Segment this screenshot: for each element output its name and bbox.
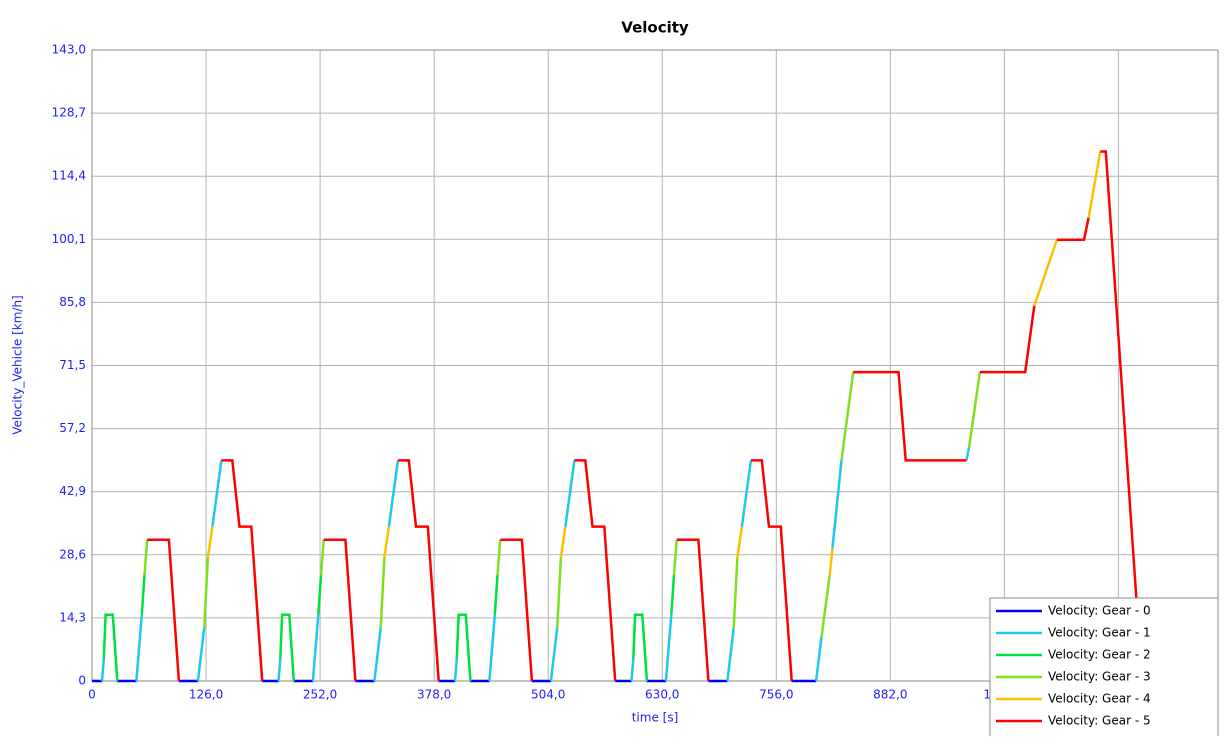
- legend-label: Velocity: Gear - 3: [1048, 670, 1151, 684]
- y-tick-label: 14,3: [59, 610, 86, 624]
- y-tick-label: 143,0: [52, 43, 86, 57]
- series-line: [147, 150, 1144, 682]
- series-line: [100, 446, 971, 682]
- y-tick-label: 57,2: [59, 421, 86, 435]
- chart-title: Velocity: [621, 19, 689, 37]
- series-line: [206, 151, 1102, 576]
- legend-label: Velocity: Gear - 1: [1048, 626, 1151, 640]
- x-tick-label: 504,0: [531, 688, 565, 702]
- y-tick-label: 100,1: [52, 232, 86, 246]
- legend-label: Velocity: Gear - 5: [1048, 714, 1151, 728]
- y-tick-label: 114,4: [52, 169, 86, 183]
- x-tick-label: 126,0: [189, 688, 223, 702]
- y-tick-label: 85,8: [59, 295, 86, 309]
- x-tick-label: 378,0: [417, 688, 451, 702]
- y-tick-label: 128,7: [52, 106, 86, 120]
- x-tick-label: 756,0: [759, 688, 793, 702]
- y-axis-label: Velocity_Vehicle [km/h]: [11, 295, 25, 434]
- x-tick-label: 630,0: [645, 688, 679, 702]
- legend-label: Velocity: Gear - 4: [1048, 692, 1151, 706]
- series-line: [102, 575, 676, 682]
- x-axis-label: time [s]: [632, 711, 679, 725]
- y-tick-label: 0: [78, 674, 86, 688]
- legend-label: Velocity: Gear - 2: [1048, 648, 1151, 662]
- y-tick-label: 42,9: [59, 484, 86, 498]
- x-tick-label: 252,0: [303, 688, 337, 702]
- series-line: [143, 371, 982, 638]
- legend-box: [989, 597, 1219, 739]
- y-tick-label: 28,6: [59, 547, 86, 561]
- legend-label: Velocity: Gear - 0: [1048, 604, 1151, 618]
- x-tick-label: 0: [88, 688, 96, 702]
- x-tick-label: 882,0: [873, 688, 907, 702]
- y-tick-label: 71,5: [59, 358, 86, 372]
